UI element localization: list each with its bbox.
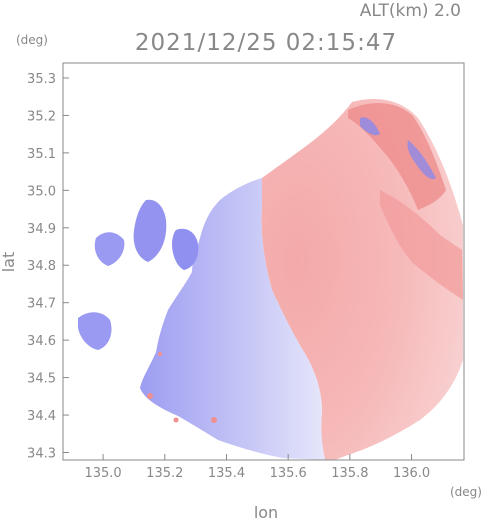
plot-frame [62,62,465,461]
y-tick-label: 34.8 [27,259,56,274]
y-tick-label: 34.4 [27,409,56,424]
approaching-patch [78,312,112,350]
y-tick-label: 35.2 [27,109,56,124]
receding-speckle [147,393,153,399]
approaching-streak [360,117,380,136]
timestamp-title: 2021/12/25 02:15:47 [135,30,397,56]
x-tick-label: 135.8 [331,466,368,481]
x-tick-label: 136.0 [393,466,430,481]
radar-map [78,99,463,460]
approaching-patch [94,232,125,266]
y-tick-label: 34.3 [27,447,56,462]
y-axis-label: lat [0,252,18,273]
altitude-label: ALT(km) 2.0 [360,1,461,21]
y-tick-label: 34.7 [27,297,56,312]
approaching-echo-region [140,178,325,460]
x-axis-ticks: 135.0 135.2 135.4 135.6 135.8 136.0 [84,454,430,481]
y-tick-label: 35.3 [27,72,56,87]
receding-speckle [211,417,217,423]
y-tick-label: 34.9 [27,222,56,237]
approaching-streak [407,140,436,180]
y-tick-label: 35.0 [27,184,56,199]
y-tick-label: 34.6 [27,334,56,349]
x-tick-label: 135.0 [84,466,121,481]
y-axis-ticks: 34.3 34.4 34.5 34.6 34.7 34.8 34.9 35.0 35.1 35.2… [27,72,69,462]
y-tick-label: 35.1 [27,147,56,162]
x-tick-label: 135.6 [270,466,307,481]
approaching-patch [133,199,167,262]
approaching-patch [172,228,199,270]
x-tick-label: 135.4 [208,466,245,481]
receding-speckle [173,417,179,423]
receding-speckle [158,352,162,356]
y-tick-label: 34.5 [27,372,56,387]
y-axis-unit: (deg) [16,33,48,47]
x-axis-label: lon [254,503,278,521]
x-tick-label: 135.2 [146,466,183,481]
x-axis-unit: (deg) [450,485,482,499]
receding-band [380,190,463,300]
